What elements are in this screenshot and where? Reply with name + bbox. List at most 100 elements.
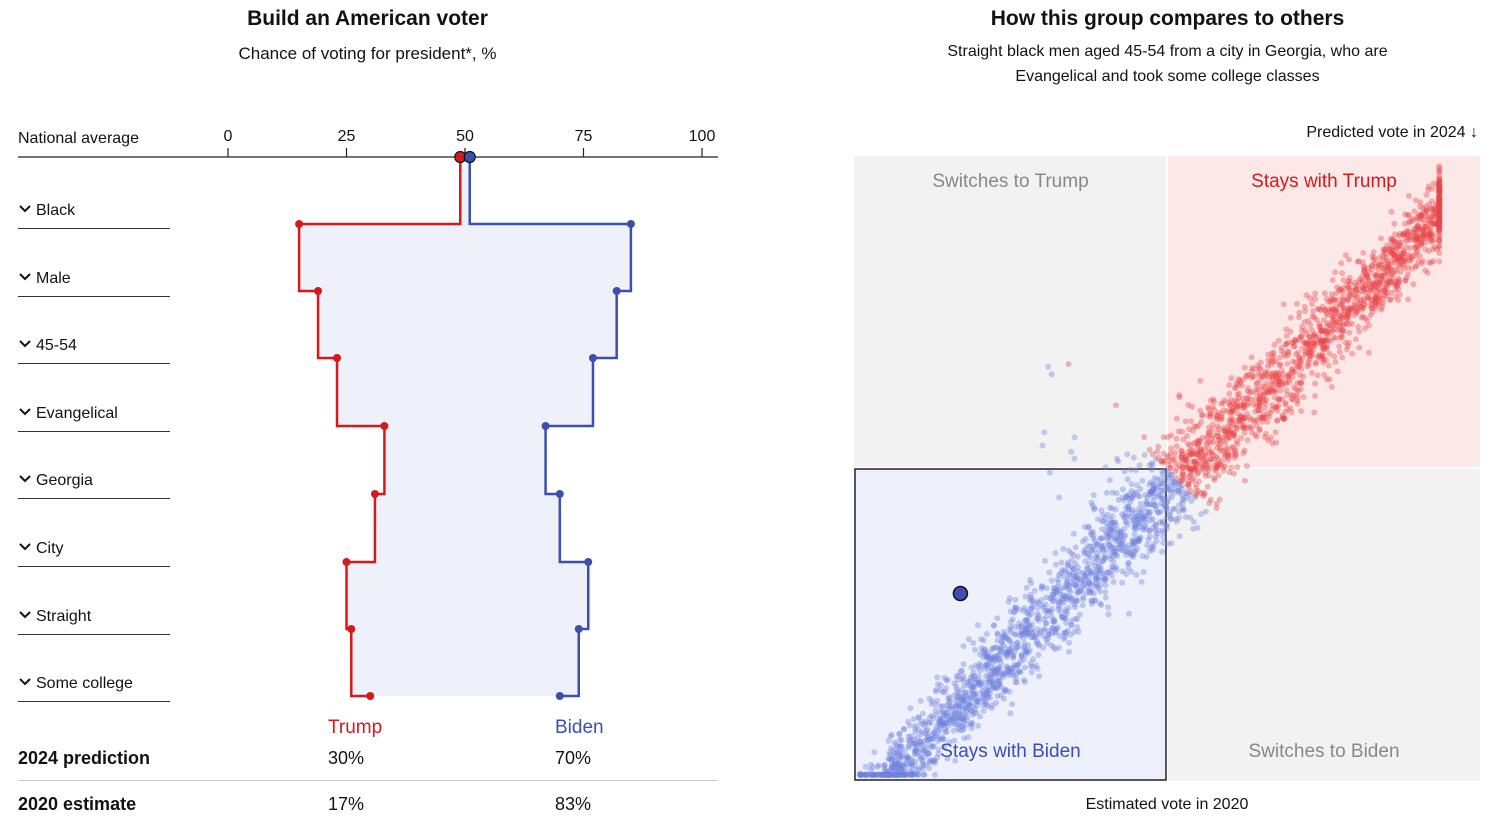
trump-voter-point bbox=[1326, 322, 1333, 329]
biden-voter-point bbox=[984, 703, 991, 710]
trump-voter-point bbox=[1220, 467, 1227, 474]
right-subtitle-line2: Evangelical and took some college classe… bbox=[1015, 68, 1320, 85]
trump-voter-point bbox=[1187, 446, 1194, 453]
trump-voter-point bbox=[1360, 295, 1367, 302]
biden-voter-point bbox=[1065, 547, 1072, 554]
biden-voter-point bbox=[1079, 602, 1086, 609]
trump-voter-point bbox=[1407, 253, 1414, 260]
trump-voter-point bbox=[1332, 320, 1339, 326]
biden-voter-point bbox=[917, 747, 924, 753]
trump-voter-point bbox=[1362, 289, 1369, 296]
trump-voter-point bbox=[1280, 415, 1286, 422]
biden-voter-point bbox=[1098, 518, 1105, 524]
trump-voter-point bbox=[1436, 204, 1443, 211]
trump-voter-point bbox=[1185, 481, 1192, 488]
trump-voter-point bbox=[1294, 397, 1301, 404]
trump-voter-point bbox=[1270, 353, 1277, 360]
trait-row[interactable]: Straight bbox=[18, 608, 170, 635]
biden-voter-point bbox=[1055, 606, 1062, 613]
biden-voter-point bbox=[929, 743, 936, 750]
biden-voter-point bbox=[951, 710, 958, 717]
trump-voter-point bbox=[1276, 395, 1282, 402]
trump-voter-point bbox=[1176, 462, 1183, 469]
trump-voter-point bbox=[1322, 307, 1328, 313]
biden-voter-point bbox=[1085, 576, 1092, 583]
trump-voter-point bbox=[1229, 407, 1236, 414]
biden-voter-point bbox=[1114, 552, 1121, 559]
biden-voter-point bbox=[957, 712, 964, 719]
biden-voter-point bbox=[1040, 604, 1047, 611]
biden-voter-point bbox=[1178, 486, 1185, 493]
trump-voter-point bbox=[1423, 208, 1430, 215]
biden-voter-point bbox=[1023, 648, 1030, 655]
trump-voter-point bbox=[1361, 264, 1368, 271]
trait-row[interactable]: Evangelical bbox=[18, 405, 170, 432]
biden-voter-point bbox=[1016, 668, 1023, 674]
biden-voter-point bbox=[1090, 532, 1097, 539]
trump-voter-point bbox=[1206, 463, 1213, 470]
biden-voter-point bbox=[914, 771, 921, 778]
trump-voter-point bbox=[1300, 373, 1307, 380]
biden-voter-point bbox=[888, 771, 895, 778]
trump-voter-point bbox=[1236, 413, 1243, 420]
biden-voter-point bbox=[1088, 588, 1095, 595]
trump-voter-point bbox=[1369, 308, 1376, 315]
trump-voter-point bbox=[1200, 492, 1207, 499]
trump-voter-point bbox=[1436, 198, 1443, 205]
trump-voter-point bbox=[1227, 401, 1234, 408]
trump-voter-point bbox=[1154, 448, 1161, 455]
biden-voter-point bbox=[1089, 502, 1096, 509]
biden-voter-point bbox=[893, 771, 900, 778]
biden-voter-point bbox=[994, 630, 1001, 637]
biden-voter-point bbox=[885, 771, 892, 778]
biden-voter-point bbox=[1169, 475, 1175, 482]
trump-voter-point bbox=[1173, 443, 1180, 450]
biden-voter-point bbox=[905, 733, 912, 740]
trait-row[interactable]: City bbox=[18, 540, 170, 567]
trump-voter-point bbox=[1240, 401, 1247, 408]
trump-voter-point bbox=[1263, 380, 1270, 387]
biden-voter-point bbox=[872, 771, 879, 778]
trait-row[interactable]: Black bbox=[18, 202, 170, 229]
biden-voter-point bbox=[1031, 587, 1038, 594]
trump-voter-point bbox=[1418, 232, 1425, 239]
biden-voter-point bbox=[1163, 506, 1170, 513]
trump-voter-point bbox=[1317, 307, 1324, 314]
biden-voter-point bbox=[961, 698, 968, 705]
biden-voter-point bbox=[1019, 628, 1026, 635]
result-2024-trump: 30% bbox=[328, 748, 365, 768]
trump-voter-point bbox=[1230, 400, 1237, 407]
biden-voter-point bbox=[971, 695, 978, 702]
biden-voter-point bbox=[1029, 605, 1036, 612]
trump-voter-point bbox=[1249, 372, 1256, 379]
biden-voter-point bbox=[943, 712, 950, 719]
biden-voter-point bbox=[922, 720, 929, 727]
biden-voter-point bbox=[860, 771, 867, 778]
biden-voter-point bbox=[871, 771, 878, 778]
trait-row[interactable]: Male bbox=[18, 270, 170, 297]
biden-voter-point bbox=[1062, 595, 1069, 602]
trump-voter-point bbox=[1387, 235, 1394, 242]
trump-voter-point bbox=[1403, 274, 1410, 281]
trait-row[interactable]: 45-54 bbox=[18, 337, 170, 365]
trump-voter-point bbox=[1185, 448, 1192, 455]
trump-voter-point bbox=[1257, 359, 1264, 366]
trump-voter-point bbox=[1392, 254, 1398, 261]
biden-voter-point bbox=[1146, 481, 1153, 488]
biden-voter-point bbox=[1149, 461, 1156, 468]
biden-voter-point bbox=[1027, 605, 1034, 612]
biden-voter-point bbox=[1010, 652, 1017, 659]
trump-voter-point bbox=[1225, 435, 1232, 441]
trait-row[interactable]: Georgia bbox=[18, 472, 170, 500]
biden-voter-point bbox=[896, 730, 903, 737]
biden-voter-point bbox=[919, 765, 926, 772]
trump-voter-point bbox=[1436, 184, 1443, 191]
biden-voter-point bbox=[1051, 588, 1058, 595]
trait-row[interactable]: Some college bbox=[18, 675, 170, 703]
biden-voter-point bbox=[1138, 515, 1145, 522]
trump-voter-point bbox=[1248, 368, 1255, 375]
trump-voter-point bbox=[1320, 359, 1327, 366]
biden-voter-point bbox=[1072, 582, 1079, 589]
biden-voter-point bbox=[996, 678, 1003, 685]
trump-voter-point bbox=[1436, 217, 1443, 224]
